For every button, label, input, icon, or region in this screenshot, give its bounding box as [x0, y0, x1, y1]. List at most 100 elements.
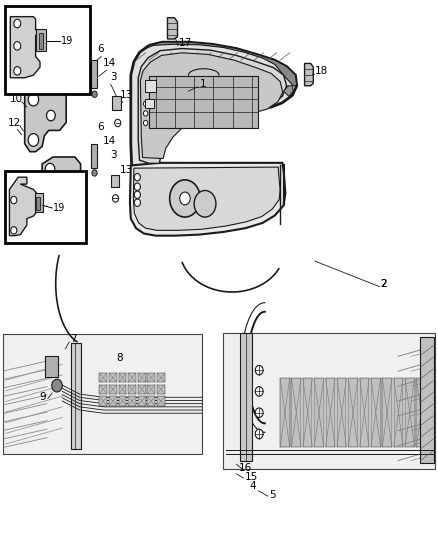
- Polygon shape: [141, 53, 283, 159]
- Bar: [420, 337, 434, 463]
- Bar: [91, 144, 97, 168]
- Polygon shape: [149, 76, 258, 128]
- Circle shape: [11, 196, 17, 204]
- Circle shape: [255, 366, 263, 375]
- Polygon shape: [304, 63, 313, 86]
- Circle shape: [255, 429, 263, 439]
- Text: 13: 13: [120, 165, 133, 175]
- Bar: [91, 60, 97, 88]
- Text: 16: 16: [239, 463, 252, 473]
- Circle shape: [194, 190, 216, 217]
- Circle shape: [92, 169, 97, 176]
- Bar: [280, 378, 290, 447]
- Circle shape: [28, 93, 39, 106]
- Circle shape: [255, 408, 263, 417]
- Bar: [157, 396, 165, 406]
- Text: 17: 17: [179, 38, 192, 48]
- Polygon shape: [138, 49, 287, 164]
- Circle shape: [92, 91, 97, 98]
- Text: 3: 3: [110, 72, 117, 83]
- Bar: [109, 384, 117, 394]
- Bar: [240, 333, 252, 461]
- Circle shape: [170, 180, 200, 217]
- Circle shape: [134, 191, 141, 198]
- Text: 1: 1: [199, 79, 206, 89]
- Circle shape: [28, 134, 39, 147]
- Circle shape: [14, 42, 21, 50]
- Text: 7: 7: [71, 334, 77, 344]
- Circle shape: [144, 101, 148, 107]
- Polygon shape: [42, 157, 81, 214]
- Polygon shape: [133, 42, 297, 86]
- Bar: [405, 378, 415, 447]
- Bar: [4, 334, 202, 454]
- Polygon shape: [130, 163, 286, 236]
- Text: 13: 13: [120, 90, 133, 100]
- Text: 2: 2: [381, 279, 387, 289]
- Circle shape: [60, 180, 68, 190]
- Bar: [325, 378, 335, 447]
- Text: 6: 6: [98, 123, 104, 132]
- Bar: [99, 373, 107, 382]
- Circle shape: [134, 183, 141, 190]
- Circle shape: [45, 164, 55, 175]
- Text: 3: 3: [110, 150, 117, 160]
- Text: 15: 15: [244, 472, 258, 482]
- Bar: [113, 96, 121, 110]
- Bar: [39, 33, 43, 49]
- Text: 6: 6: [98, 44, 104, 54]
- Circle shape: [180, 192, 190, 205]
- Circle shape: [14, 67, 21, 75]
- Circle shape: [14, 19, 21, 28]
- Bar: [157, 384, 165, 394]
- Bar: [314, 378, 324, 447]
- Bar: [128, 396, 136, 406]
- Text: 19: 19: [53, 203, 65, 213]
- Bar: [119, 396, 127, 406]
- Bar: [417, 378, 426, 447]
- Bar: [303, 378, 312, 447]
- Bar: [394, 378, 403, 447]
- Circle shape: [255, 386, 263, 396]
- Bar: [148, 384, 155, 394]
- Bar: [145, 99, 153, 108]
- Text: 4: 4: [250, 481, 256, 491]
- Bar: [71, 343, 81, 449]
- Text: 5: 5: [269, 490, 276, 500]
- Bar: [128, 373, 136, 382]
- Polygon shape: [10, 177, 38, 236]
- Circle shape: [11, 227, 17, 234]
- Circle shape: [45, 199, 55, 211]
- Bar: [99, 396, 107, 406]
- Bar: [45, 357, 58, 376]
- Circle shape: [144, 120, 148, 126]
- Bar: [109, 373, 117, 382]
- Text: 18: 18: [315, 66, 328, 76]
- Polygon shape: [134, 167, 280, 230]
- Circle shape: [134, 173, 141, 181]
- Bar: [157, 373, 165, 382]
- Bar: [138, 373, 146, 382]
- Bar: [36, 29, 46, 51]
- Text: 12: 12: [13, 171, 26, 181]
- Bar: [291, 378, 301, 447]
- Bar: [109, 396, 117, 406]
- Polygon shape: [11, 17, 42, 78]
- Polygon shape: [131, 42, 297, 166]
- Bar: [99, 384, 107, 394]
- Circle shape: [46, 110, 55, 121]
- Circle shape: [115, 119, 121, 127]
- Bar: [35, 193, 42, 212]
- Text: 14: 14: [103, 58, 116, 68]
- Bar: [360, 378, 369, 447]
- Bar: [138, 384, 146, 394]
- Text: 11: 11: [75, 186, 88, 196]
- Text: 14: 14: [103, 136, 116, 146]
- Text: 12: 12: [8, 118, 21, 127]
- Bar: [148, 373, 155, 382]
- Bar: [128, 384, 136, 394]
- Bar: [382, 378, 392, 447]
- Bar: [223, 333, 435, 469]
- Bar: [5, 171, 86, 243]
- Text: 2: 2: [381, 279, 387, 289]
